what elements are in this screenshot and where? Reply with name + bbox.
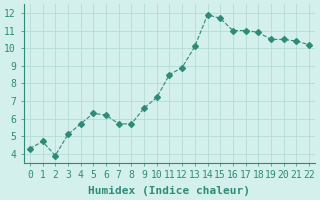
- X-axis label: Humidex (Indice chaleur): Humidex (Indice chaleur): [88, 186, 251, 196]
